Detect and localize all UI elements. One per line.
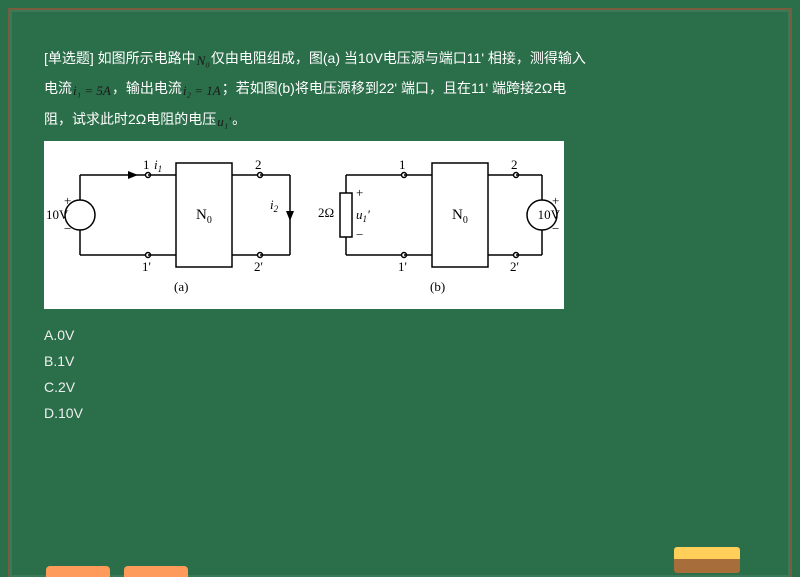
svg-text:N0: N0 — [452, 207, 468, 226]
b-block-sub: 0 — [463, 215, 468, 226]
b-block: N — [452, 207, 463, 223]
a-port2b: 2' — [254, 259, 263, 274]
question-text: [单选题] 如图所示电路中N₀仅由电阻组成，图(a) 当10V电压源与端口11'… — [44, 50, 586, 127]
svg-text:N0: N0 — [196, 207, 212, 226]
q-part-3a: 阻，试求此时2Ω电阻的电压 — [44, 111, 216, 127]
option-d[interactable]: D.10V — [44, 401, 756, 427]
b-caption: (b) — [430, 279, 445, 294]
q-part-3b: 。 — [232, 111, 246, 127]
a-port2: 2 — [255, 157, 262, 172]
b-src-minus: − — [552, 221, 559, 236]
eraser-top — [674, 547, 740, 559]
question-tag: [单选题] — [44, 50, 98, 66]
a-caption: (a) — [174, 279, 188, 294]
formula-i2: i₂ = 1A — [182, 77, 222, 104]
svg-text:i1: i1 — [154, 157, 162, 174]
b-u1-prime: ' — [367, 207, 370, 222]
button-2[interactable] — [124, 566, 188, 577]
circuit-diagram: + − 10V 1 1' 2 2' i1 i2 N0 (a) — [44, 141, 564, 309]
option-c[interactable]: C.2V — [44, 375, 756, 401]
bottom-buttons — [46, 566, 188, 577]
a-block-sub: 0 — [207, 215, 212, 226]
q-part-1a: 如图所示电路中 — [98, 50, 196, 66]
a-i2-sub: 2 — [274, 204, 279, 214]
subfig-a: + − 10V 1 1' 2 2' i1 i2 N0 (a) — [46, 157, 294, 294]
eraser-icon — [674, 547, 740, 573]
b-plus: + — [356, 185, 363, 200]
options-list: A.0V B.1V C.2V D.10V — [44, 323, 756, 427]
q-part-1b: 仅由电阻组成，图(a) 当10V电压源与端口11' 相接，测得输入 — [211, 50, 586, 66]
a-block: N — [196, 207, 207, 223]
a-src-minus: − — [64, 221, 71, 236]
button-1[interactable] — [46, 566, 110, 577]
a-port1: 1 — [143, 157, 150, 172]
b-src-val: 10V — [538, 207, 561, 222]
formula-n0: N₀ — [196, 47, 211, 74]
eraser-bot — [674, 559, 740, 573]
a-i1-sub: 1 — [158, 164, 163, 174]
q-part-2b: ，输出电流 — [112, 80, 182, 96]
formula-i1: i₁ = 5A — [72, 77, 112, 104]
svg-text:u1': u1' — [356, 207, 370, 224]
svg-text:i2: i2 — [270, 197, 279, 214]
b-res: 2Ω — [318, 205, 334, 220]
b-minus: − — [356, 227, 363, 242]
a-src-plus: + — [64, 193, 71, 208]
b-port1b: 1' — [398, 259, 407, 274]
option-a[interactable]: A.0V — [44, 323, 756, 349]
a-src-val: 10V — [46, 207, 69, 222]
b-src-plus: + — [552, 193, 559, 208]
formula-u1p: u₁' — [216, 108, 232, 135]
b-port2b: 2' — [510, 259, 519, 274]
circuit-svg: + − 10V 1 1' 2 2' i1 i2 N0 (a) — [44, 141, 564, 309]
b-port1: 1 — [399, 157, 406, 172]
question-block: [单选题] 如图所示电路中N₀仅由电阻组成，图(a) 当10V电压源与端口11'… — [44, 44, 756, 426]
q-part-2c: ；若如图(b)将电压源移到22' 端口，且在11' 端跨接2Ω电 — [222, 80, 567, 96]
a-port1b: 1' — [142, 259, 151, 274]
subfig-b: 2Ω + − u1' 1 1' 2 2' N0 + − 10V (b) — [318, 157, 561, 294]
option-b[interactable]: B.1V — [44, 349, 756, 375]
q-part-2a: 电流 — [44, 80, 72, 96]
b-port2: 2 — [511, 157, 518, 172]
